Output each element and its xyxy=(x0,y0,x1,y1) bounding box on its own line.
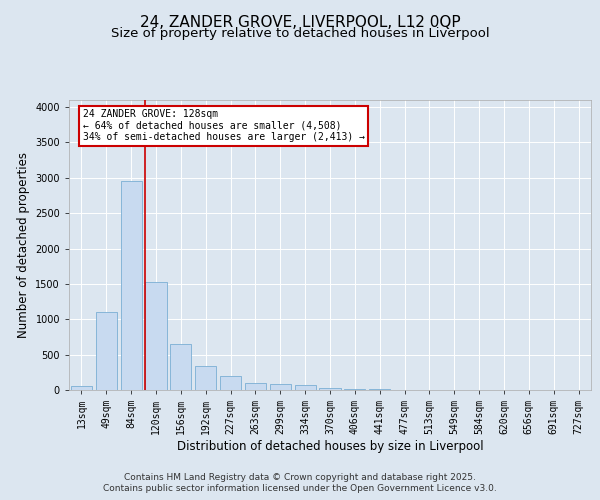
Bar xyxy=(270,384,291,390)
Bar xyxy=(319,388,341,390)
Y-axis label: Number of detached properties: Number of detached properties xyxy=(17,152,29,338)
Text: Contains HM Land Registry data © Crown copyright and database right 2025.: Contains HM Land Registry data © Crown c… xyxy=(124,472,476,482)
Bar xyxy=(344,389,365,390)
Bar xyxy=(170,344,191,390)
Text: 24 ZANDER GROVE: 128sqm
← 64% of detached houses are smaller (4,508)
34% of semi: 24 ZANDER GROVE: 128sqm ← 64% of detache… xyxy=(83,109,365,142)
Bar xyxy=(195,366,216,390)
Bar xyxy=(145,282,167,390)
Bar xyxy=(245,384,266,390)
Bar xyxy=(295,386,316,390)
X-axis label: Distribution of detached houses by size in Liverpool: Distribution of detached houses by size … xyxy=(176,440,484,453)
Bar xyxy=(121,182,142,390)
Bar xyxy=(96,312,117,390)
Text: Size of property relative to detached houses in Liverpool: Size of property relative to detached ho… xyxy=(110,28,490,40)
Bar xyxy=(71,386,92,390)
Text: 24, ZANDER GROVE, LIVERPOOL, L12 0QP: 24, ZANDER GROVE, LIVERPOOL, L12 0QP xyxy=(140,15,460,30)
Text: Contains public sector information licensed under the Open Government Licence v3: Contains public sector information licen… xyxy=(103,484,497,493)
Bar xyxy=(220,376,241,390)
